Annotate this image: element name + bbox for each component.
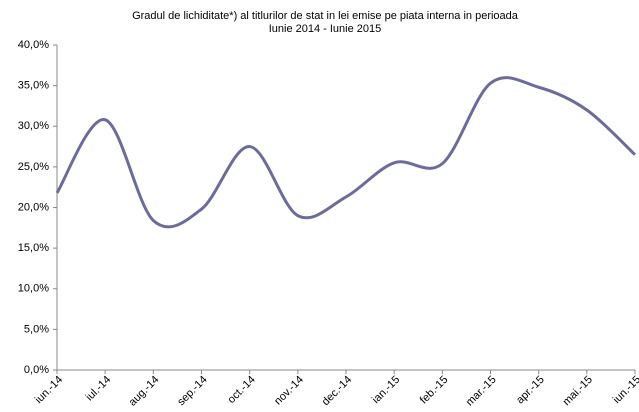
x-tick-label: feb.-15 — [418, 374, 451, 407]
x-tick-label: ian.-15 — [370, 374, 402, 406]
chart-title: Gradul de lichiditate*) al titlurilor de… — [132, 10, 519, 22]
y-tick-label: 15,0% — [18, 242, 49, 254]
y-tick-label: 25,0% — [18, 161, 49, 173]
y-tick-label: 5,0% — [24, 323, 49, 335]
x-tick-label: dec.-14 — [320, 374, 354, 408]
y-tick-label: 35,0% — [18, 80, 49, 92]
chart-subtitle: Iunie 2014 - Iunie 2015 — [269, 23, 382, 35]
y-tick-label: 10,0% — [18, 283, 49, 295]
x-tick-label: sep.-14 — [175, 374, 209, 408]
x-tick-label: aug.-14 — [127, 374, 162, 409]
y-tick-label: 40,0% — [18, 39, 49, 51]
y-tick-label: 30,0% — [18, 120, 49, 132]
x-tick-label: mar.-15 — [464, 374, 499, 409]
x-tick-label: iun.-14 — [33, 374, 65, 406]
x-tick-label: nov.-14 — [272, 374, 306, 408]
x-tick-label: iun.-15 — [611, 374, 639, 406]
x-tick-label: iul.-14 — [84, 374, 114, 404]
x-tick-label: oct.-14 — [226, 374, 258, 406]
x-tick-label: mai.-15 — [561, 374, 595, 408]
x-tick-label: apr.-15 — [514, 374, 547, 407]
y-tick-label: 20,0% — [18, 201, 49, 213]
y-tick-label: 0,0% — [24, 364, 49, 376]
line — [55, 76, 637, 229]
